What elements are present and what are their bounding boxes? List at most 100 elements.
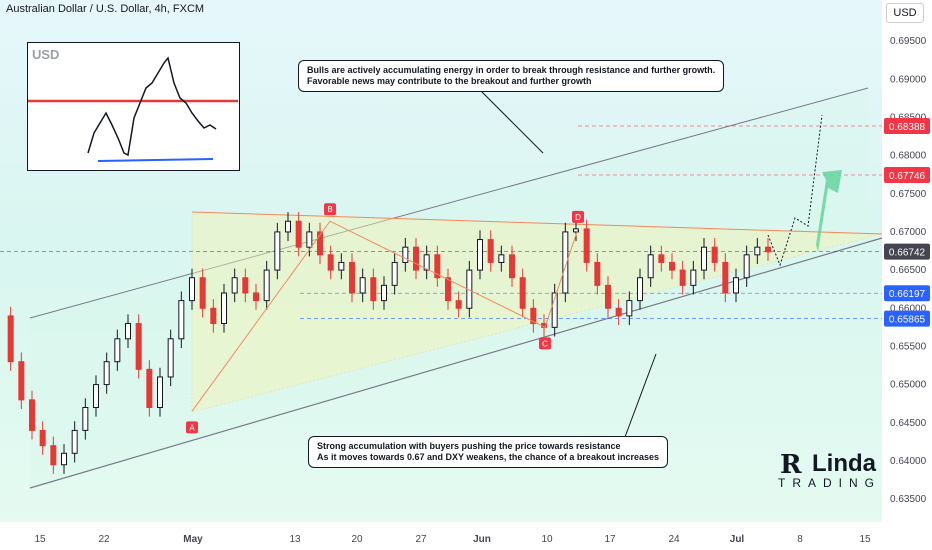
y-tick-label: 0.69000 <box>890 74 927 85</box>
candle-body <box>199 277 206 309</box>
annotation-bottom-pointer <box>624 353 657 438</box>
candle-body <box>413 246 419 271</box>
candle-body <box>317 231 323 256</box>
price-label-box <box>884 243 930 260</box>
candle-body <box>722 261 729 294</box>
x-tick-label: 22 <box>98 534 110 545</box>
candle-body <box>125 323 131 340</box>
candle-body <box>509 254 515 279</box>
x-tick-label: Jul <box>730 534 745 545</box>
y-tick-label: 0.68500 <box>890 112 927 123</box>
candle-body <box>391 261 398 286</box>
y-tick-label: 0.66500 <box>890 265 927 276</box>
price-label-box <box>884 117 930 134</box>
annotation-top: Bulls are actively accumulating energy i… <box>298 60 725 92</box>
candle-body <box>103 361 110 386</box>
candle-body <box>135 323 142 370</box>
logo-name: Linda <box>812 450 876 477</box>
time-axis <box>0 522 882 550</box>
candle-body <box>551 292 558 328</box>
annotation-top-line1: Bulls are actively accumulating energy i… <box>307 65 716 75</box>
y-tick-label: 0.65500 <box>890 341 927 352</box>
x-tick-label: 13 <box>289 534 301 545</box>
price-label-box <box>884 310 930 327</box>
y-tick-label: 0.64000 <box>890 456 927 467</box>
candle-body <box>701 246 707 271</box>
dxy-inset-chart: USD <box>27 42 240 171</box>
candle-body <box>327 254 334 271</box>
price-label: 0.65865 <box>889 315 926 326</box>
pivot-label: C <box>542 339 548 348</box>
candle-body <box>189 277 195 302</box>
candle-body <box>562 231 569 294</box>
inset-label: USD <box>32 47 59 62</box>
currency-button[interactable]: USD <box>886 3 924 23</box>
candle-body <box>455 300 462 309</box>
candle-body <box>530 307 537 325</box>
abcd-pattern-line <box>191 220 579 412</box>
candle-body <box>626 300 633 317</box>
candle-body <box>370 277 377 302</box>
candle-body <box>114 338 121 363</box>
price-axis <box>882 0 932 550</box>
annotation-top-line2: Favorable news may contribute to the bre… <box>307 76 592 86</box>
candle-body <box>157 376 163 408</box>
candle-body <box>178 300 185 340</box>
candle-body <box>519 277 526 309</box>
candle-body <box>7 315 14 363</box>
candle-body <box>765 246 771 253</box>
x-tick-label: 10 <box>541 534 553 545</box>
candle-body <box>29 399 35 431</box>
candle-body <box>71 429 78 454</box>
x-tick-label: 20 <box>351 534 363 545</box>
price-label-box <box>884 166 930 183</box>
candle-body <box>594 261 601 286</box>
y-tick-label: 0.63500 <box>890 494 927 505</box>
candle-body <box>477 239 483 271</box>
candle-body <box>338 261 345 271</box>
price-label: 0.68388 <box>889 122 926 133</box>
annotation-bottom-line2: As it moves towards 0.67 and DXY weakens… <box>317 452 659 462</box>
candle-body <box>402 246 409 263</box>
candle-body <box>637 277 643 302</box>
x-tick-label: 27 <box>415 534 427 545</box>
pivot-marker <box>572 210 584 223</box>
x-tick-label: May <box>183 534 203 545</box>
y-tick-label: 0.66000 <box>890 303 927 314</box>
logo: Linda TRADING R <box>778 450 876 496</box>
forecast-path <box>767 114 823 267</box>
x-tick-label: 15 <box>34 534 46 545</box>
x-tick-label: Jun <box>473 534 491 545</box>
candle-body <box>733 277 739 294</box>
candle-body <box>274 231 281 271</box>
candle-body <box>658 254 665 263</box>
candle-body <box>583 228 590 263</box>
x-tick-label: 15 <box>859 534 871 545</box>
candle-body <box>349 261 355 294</box>
candle-body <box>146 368 153 408</box>
candle-body <box>434 254 441 279</box>
logo-mark-icon: R <box>780 450 802 480</box>
candle-body <box>754 246 761 256</box>
candle-body <box>231 277 238 294</box>
candle-body <box>167 338 174 378</box>
pivot-label: D <box>575 213 581 222</box>
candle-body <box>93 384 99 408</box>
triangle-pattern <box>191 211 883 413</box>
pivot-marker <box>186 421 198 434</box>
candle-body <box>263 269 270 302</box>
candle-body <box>242 277 249 294</box>
x-tick-label: 24 <box>668 534 680 545</box>
candle-body <box>221 292 227 325</box>
candle-body <box>50 445 57 466</box>
y-tick-label: 0.69500 <box>890 36 927 47</box>
annotation-bottom-line1: Strong accumulation with buyers pushing … <box>317 441 621 451</box>
candle-body <box>605 284 611 309</box>
price-label: 0.67746 <box>889 171 926 182</box>
candle-body <box>253 292 259 302</box>
annotation-top-pointer <box>469 79 544 154</box>
candle-body <box>423 254 430 271</box>
candle-body <box>285 220 291 233</box>
